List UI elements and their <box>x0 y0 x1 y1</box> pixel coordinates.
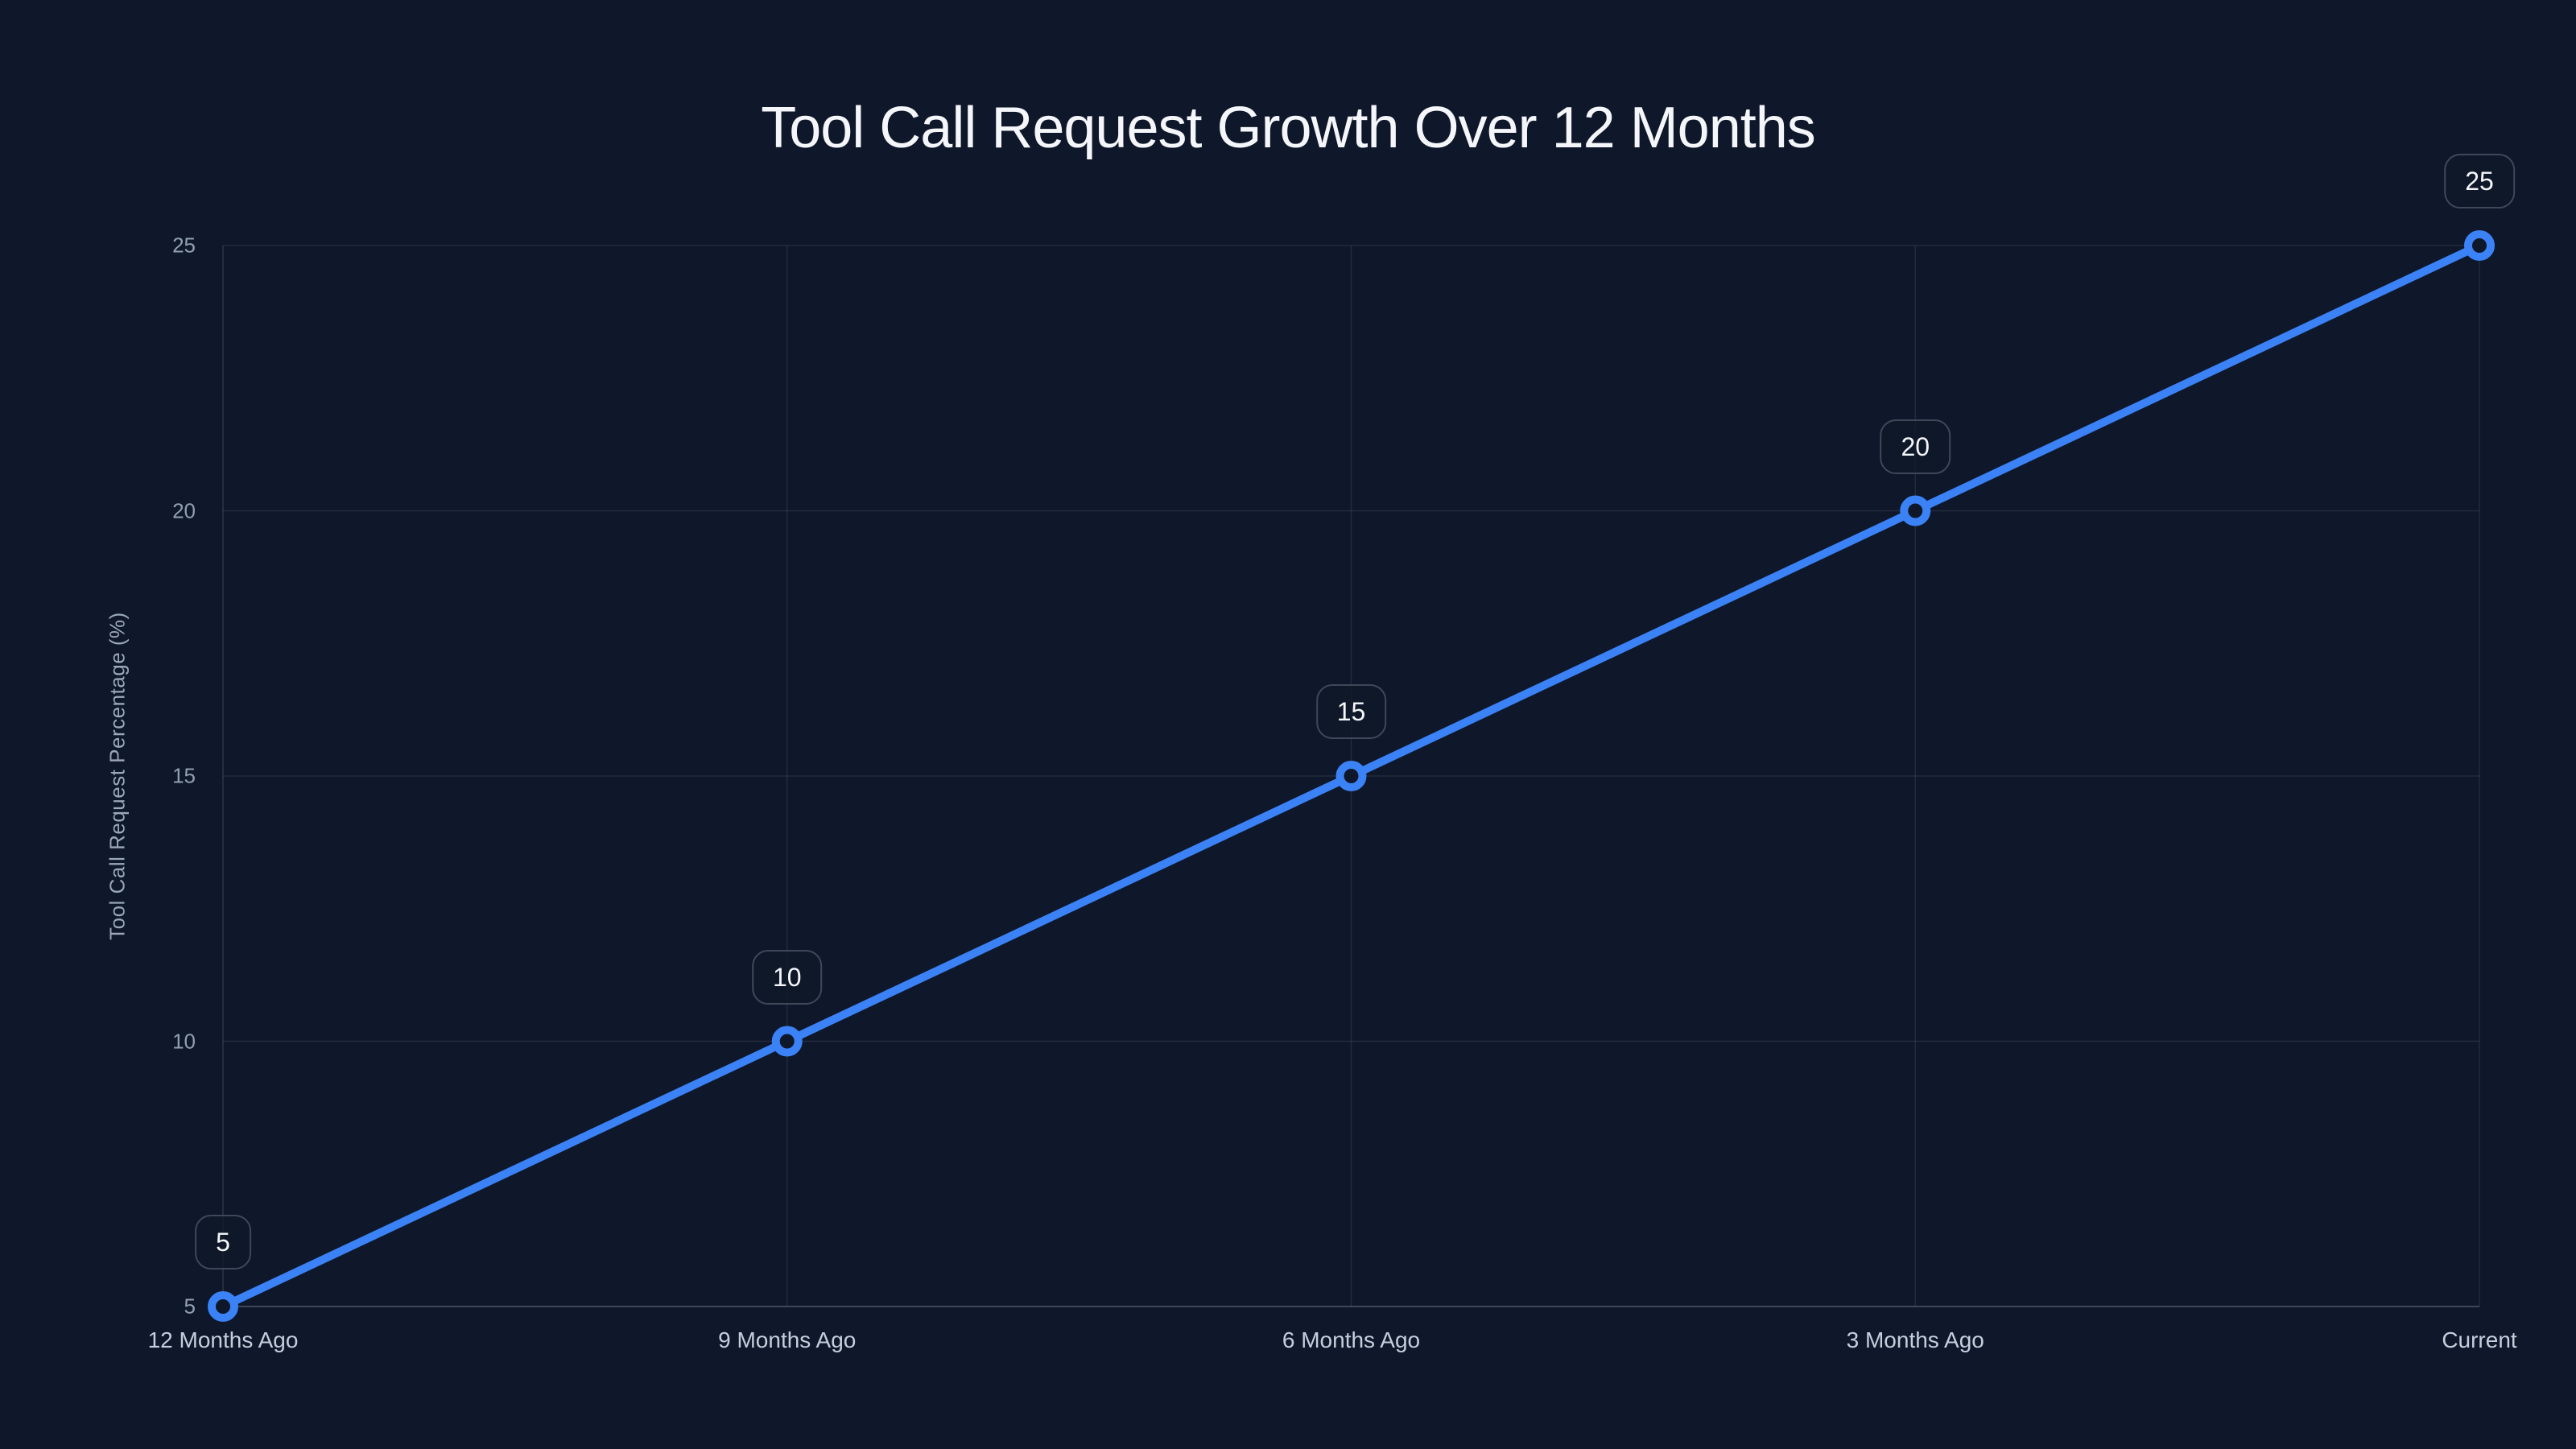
data-point-marker[interactable] <box>208 1291 238 1322</box>
y-tick-label: 5 <box>184 1294 196 1319</box>
x-tick-label: Current <box>2442 1327 2517 1352</box>
data-point-label: 25 <box>2444 154 2515 208</box>
data-point-label: 5 <box>195 1215 251 1269</box>
x-tick-label: 12 Months Ago <box>147 1327 299 1352</box>
data-point-label: 10 <box>751 949 823 1005</box>
y-tick-label: 15 <box>172 763 196 788</box>
x-tick-label: 3 Months Ago <box>1846 1327 1984 1352</box>
data-point-marker[interactable] <box>2464 230 2495 261</box>
chart-title: Tool Call Request Growth Over 12 Months <box>761 96 1816 160</box>
y-tick-label: 20 <box>172 498 196 522</box>
data-point-marker[interactable] <box>771 1026 803 1057</box>
x-tick-label: 9 Months Ago <box>718 1327 857 1352</box>
y-tick-label: 25 <box>172 233 196 258</box>
y-tick-label: 10 <box>172 1029 196 1053</box>
data-point-label: 15 <box>1315 684 1387 739</box>
data-point-marker[interactable] <box>1900 495 1931 526</box>
data-point-label: 20 <box>1880 419 1951 474</box>
data-point-marker[interactable] <box>1335 761 1367 791</box>
x-tick-label: 6 Months Ago <box>1282 1327 1421 1352</box>
